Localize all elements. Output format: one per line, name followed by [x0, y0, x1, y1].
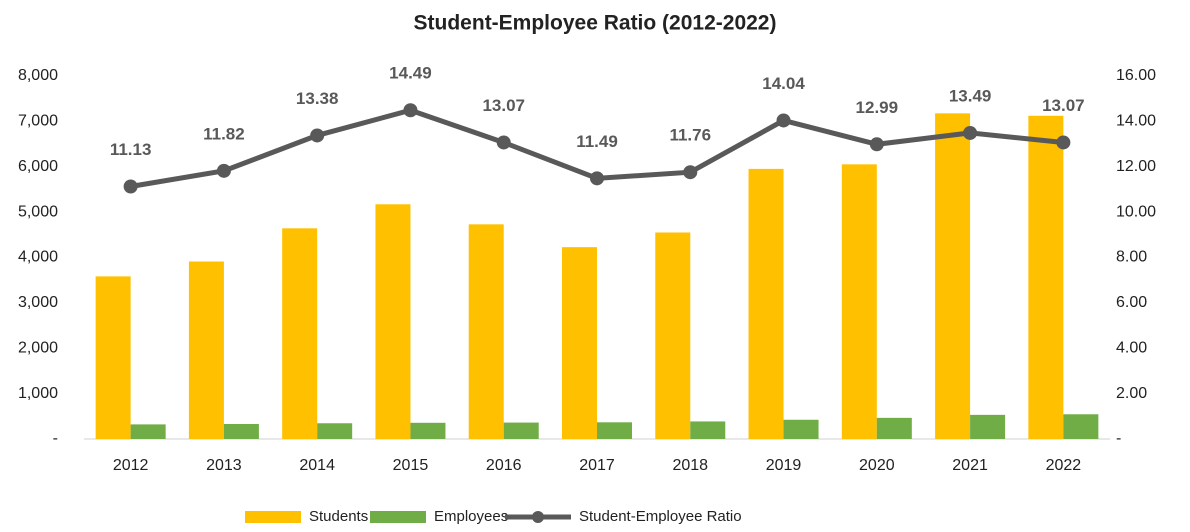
bar [597, 422, 632, 439]
y2-tick-label: 10.00 [1116, 203, 1156, 220]
y2-tick-label: 4.00 [1116, 339, 1147, 356]
y2-tick-label: 14.00 [1116, 113, 1156, 130]
bar [468, 224, 504, 439]
y2-tick-label: 16.00 [1116, 67, 1156, 84]
data-label: 13.07 [482, 96, 525, 115]
bar [841, 164, 877, 439]
bar [783, 419, 819, 439]
x-tick-label: 2022 [1046, 457, 1082, 474]
x-tick-label: 2012 [113, 457, 149, 474]
chart-title: Student-Employee Ratio (2012-2022) [414, 12, 777, 35]
bar [935, 113, 971, 439]
y2-tick-label: 6.00 [1116, 294, 1147, 311]
bar [876, 417, 912, 439]
bar [1063, 414, 1099, 439]
bar [655, 232, 691, 439]
bar [375, 204, 411, 439]
data-label: 13.49 [949, 86, 992, 105]
bar [748, 168, 784, 439]
y-tick-label: - [53, 430, 58, 447]
y2-tick-label: 12.00 [1116, 158, 1156, 175]
x-tick-label: 2014 [299, 457, 335, 474]
legend-swatch [370, 511, 426, 523]
y-tick-label: 4,000 [18, 249, 58, 266]
y2-tick-label: 8.00 [1116, 249, 1147, 266]
point [216, 163, 231, 178]
point [496, 135, 511, 150]
y2-tick-label: - [1116, 430, 1121, 447]
point [590, 171, 604, 186]
y-tick-label: 1,000 [18, 385, 58, 402]
data-label: 11.49 [576, 132, 618, 151]
bar [188, 261, 224, 439]
point [1056, 135, 1071, 150]
x-tick-label: 2020 [859, 457, 895, 474]
bar [503, 422, 539, 439]
x-tick-label: 2013 [206, 457, 242, 474]
x-tick-label: 2016 [486, 457, 522, 474]
data-label: 11.76 [669, 126, 711, 145]
y2-tick-label: 2.00 [1116, 385, 1147, 402]
legend-label: Students [309, 508, 368, 525]
bar [562, 247, 597, 439]
legend-label: Employees [434, 508, 508, 525]
bar [1028, 115, 1064, 439]
x-tick-label: 2015 [393, 457, 429, 474]
bar [317, 423, 353, 439]
bar [410, 422, 446, 439]
bar [130, 424, 166, 439]
point [683, 165, 698, 180]
data-label: 11.13 [110, 140, 152, 159]
data-label: 13.07 [1042, 96, 1085, 115]
y-tick-label: 5,000 [18, 203, 58, 220]
point [403, 103, 418, 118]
bar [970, 414, 1006, 439]
x-tick-label: 2018 [672, 457, 708, 474]
y-tick-label: 3,000 [18, 294, 58, 311]
y-tick-label: 7,000 [18, 113, 58, 130]
data-label: 14.04 [762, 74, 805, 93]
point [776, 113, 791, 128]
point [123, 179, 138, 194]
y-tick-label: 6,000 [18, 158, 58, 175]
x-tick-label: 2019 [766, 457, 802, 474]
point [963, 125, 978, 140]
x-tick-label: 2017 [579, 457, 615, 474]
bar [95, 276, 131, 439]
data-label: 14.49 [389, 64, 432, 83]
bar [282, 228, 318, 439]
x-tick-label: 2021 [952, 457, 988, 474]
data-label: 12.99 [856, 98, 899, 117]
legend-label: Student-Employee Ratio [579, 508, 742, 525]
point [869, 137, 884, 152]
legend-swatch [245, 511, 301, 523]
legend-swatch [532, 511, 544, 523]
point [310, 128, 325, 143]
bar [690, 421, 726, 439]
y-tick-label: 8,000 [18, 67, 58, 84]
data-label: 11.82 [203, 124, 245, 143]
data-label: 13.38 [296, 89, 339, 108]
y-tick-label: 2,000 [18, 339, 58, 356]
bar [223, 423, 259, 439]
